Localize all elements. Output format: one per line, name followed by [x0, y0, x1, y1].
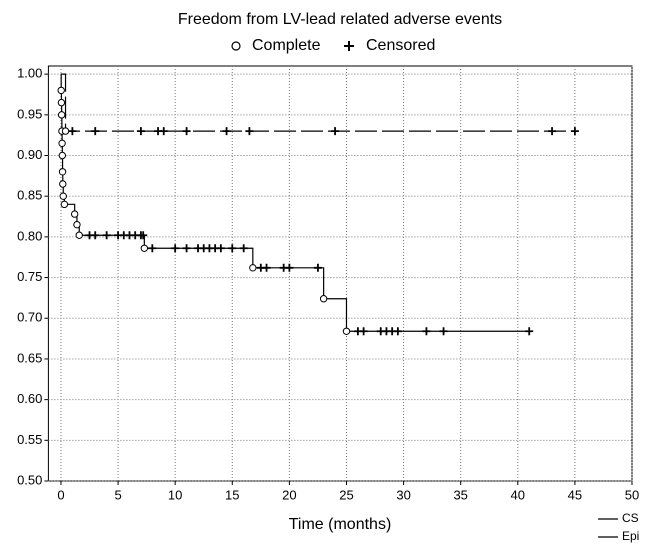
y-tick-label: 1.00: [17, 66, 42, 81]
censored-marker: [262, 263, 271, 272]
censored-marker: [439, 327, 448, 336]
complete-marker: [58, 139, 66, 148]
censored-legend-marker: [344, 41, 354, 51]
censored-marker: [239, 244, 248, 253]
complete-marker: [58, 151, 67, 160]
censored-marker: [285, 263, 294, 272]
y-tick-label: 0.90: [17, 147, 42, 162]
survival-curve: [60, 73, 575, 132]
x-axis-label: Time (months): [289, 516, 392, 533]
censored-marker: [159, 127, 168, 136]
complete-marker: [57, 86, 65, 95]
censored-marker: [139, 231, 148, 240]
x-tick-label: 35: [453, 487, 467, 502]
y-tick-label: 0.75: [17, 269, 42, 284]
y-tick-label: 0.85: [17, 188, 42, 203]
y-tick-label: 0.60: [17, 391, 42, 406]
y-tick-label: 0.95: [17, 106, 42, 121]
complete-marker: [59, 180, 67, 188]
complete-marker: [58, 168, 67, 176]
x-tick-label: 10: [168, 487, 182, 502]
complete-marker: [57, 111, 66, 119]
censored-marker: [182, 244, 191, 253]
censored-marker: [102, 231, 111, 240]
y-tick-label: 0.70: [17, 310, 42, 325]
x-tick-label: 20: [282, 487, 296, 502]
complete-legend-label: Complete: [252, 37, 321, 54]
x-tick-label: 50: [625, 487, 639, 502]
y-tick-label: 0.65: [17, 350, 42, 365]
x-tick-label: 0: [57, 487, 64, 502]
x-tick-label: 30: [396, 487, 410, 502]
censored-marker: [359, 327, 368, 336]
censored-marker: [228, 244, 237, 253]
complete-marker: [140, 244, 149, 252]
complete-marker: [70, 210, 79, 218]
censored-marker: [393, 327, 402, 336]
complete-marker: [61, 127, 70, 135]
censored-marker: [136, 127, 145, 136]
complete-marker: [249, 264, 257, 272]
complete-marker: [342, 327, 351, 335]
censored-marker: [91, 127, 100, 136]
censored-marker: [548, 127, 557, 136]
complete-marker: [75, 231, 83, 239]
censored-marker: [171, 244, 180, 253]
censored-marker: [182, 127, 191, 136]
censored-marker: [245, 127, 254, 136]
complete-marker: [59, 192, 67, 200]
y-tick-label: 0.55: [17, 432, 42, 447]
censored-marker: [331, 127, 340, 136]
censored-marker: [313, 263, 322, 272]
x-tick-label: 15: [225, 487, 239, 502]
censored-marker: [525, 327, 534, 336]
censored-marker: [222, 127, 231, 136]
x-tick-label: 45: [568, 487, 582, 502]
censored-marker: [148, 244, 157, 253]
complete-marker: [57, 98, 66, 107]
chart-title: Freedom from LV-lead related adverse eve…: [178, 11, 502, 28]
y-tick-label: 0.50: [17, 472, 42, 487]
complete-marker: [73, 220, 81, 229]
complete-marker: [319, 295, 328, 303]
legend-label: CS: [622, 511, 639, 525]
plot-frame: [47, 65, 633, 482]
censored-marker: [570, 127, 579, 136]
censored-marker: [422, 327, 431, 336]
censored-legend-label: Censored: [366, 37, 435, 54]
censored-marker: [91, 231, 100, 240]
x-tick-label: 25: [339, 487, 353, 502]
x-tick-label: 40: [511, 487, 525, 502]
legend-label: Epi: [622, 529, 639, 543]
survival-curve: [60, 73, 530, 332]
y-tick-label: 0.80: [17, 228, 42, 243]
censored-marker: [68, 127, 77, 136]
complete-legend-marker: [231, 41, 241, 51]
x-tick-label: 5: [114, 487, 121, 502]
complete-marker: [60, 200, 69, 209]
censored-marker: [216, 244, 225, 253]
